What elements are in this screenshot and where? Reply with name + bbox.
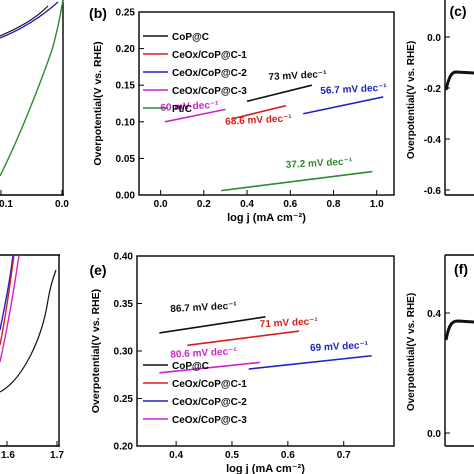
panel-b-plot-frame [138, 11, 395, 196]
panel-f-ytick-label: 0.4 [427, 309, 441, 320]
panel-b-xlabel: log j (mA cm⁻²) [227, 212, 306, 224]
panel-d-partial: 1.6 1.7 [0, 254, 64, 461]
panel-b-legend-label: Pt/C [172, 104, 192, 115]
panel-e-xtick-label: 0.4 [169, 450, 183, 461]
panel-b-label: (b) [89, 5, 107, 21]
panel-a-partial: 0.1 0.0 [0, 0, 69, 210]
panel-b-legend-label: CeOx/CoP@C-1 [172, 50, 247, 61]
panel-e: 0.4 0.5 0.6 0.7 0.20 0.25 0.30 0.35 0.40 log j (m… [90, 252, 395, 474]
panel-c-ytick-label: -0.6 [424, 186, 442, 197]
panel-c-ytick-label: -0.2 [424, 84, 442, 95]
panel-e-slope-label: 86.7 mV dec⁻¹ [170, 301, 238, 315]
panel-c-ylabel: Overpotential(V vs. RHE) [406, 41, 417, 159]
panel-b-ytick-label: 0.15 [116, 81, 136, 92]
panel-c-curve [445, 70, 474, 91]
panel-a-xtick-label: 0.1 [0, 199, 13, 210]
panel-e-legend-label: CoP@C [172, 361, 209, 372]
panel-b-xtick-label: 0.4 [240, 199, 254, 210]
panel-e-xtick-label: 0.6 [281, 450, 295, 461]
panel-e-tafel-line [187, 330, 300, 347]
panel-b-slope-label: 60 mV dec⁻¹ [160, 100, 219, 114]
panel-e-xtick-label: 0.5 [225, 450, 239, 461]
panel-b-tafel-line [221, 170, 373, 192]
panel-c-ytick-label: -0.4 [424, 135, 442, 146]
panel-a-xtick-label: 0.0 [55, 199, 69, 210]
panel-b-ytick-label: 0.00 [116, 191, 136, 202]
panel-b-tafel-line [246, 84, 313, 103]
panel-a-curve-ptc [0, 0, 64, 177]
panel-b-legend-label: CeOx/CoP@C-3 [172, 86, 247, 97]
panel-b-xtick-label: 1.0 [370, 199, 384, 210]
panel-e-ytick-label: 0.30 [114, 347, 134, 358]
panel-b-ytick-label: 0.10 [116, 117, 136, 128]
panel-b-xtick-label: 0.6 [283, 199, 297, 210]
panel-e-tafel-line [248, 354, 372, 370]
panel-e-ytick-label: 0.40 [114, 252, 134, 263]
panel-b-ytick-label: 0.05 [116, 154, 136, 165]
panel-b-slope-label: 37.2 mV dec⁻¹ [286, 156, 354, 170]
panel-e-label: (e) [89, 262, 106, 278]
panel-d-curve-ceox-3 [0, 255, 20, 363]
panel-e-slope-label: 69 mV dec⁻¹ [310, 340, 369, 354]
panel-b-xtick-label: 0.2 [197, 199, 211, 210]
panel-b-xtick-label: 0.8 [327, 199, 341, 210]
panel-d-curve-cop [0, 269, 57, 393]
panel-b-ytick-label: 0.25 [116, 8, 136, 19]
panel-e-slope-label: 80.6 mV dec⁻¹ [170, 346, 238, 360]
panel-d-xtick-label: 1.7 [50, 450, 64, 461]
panel-d-xtick-label: 1.6 [1, 450, 15, 461]
panel-e-ytick-label: 0.35 [114, 299, 134, 310]
panel-b-ytick-label: 0.20 [116, 44, 136, 55]
panel-b-xtick-label: 0.0 [154, 199, 168, 210]
panel-b-tafel-line [303, 96, 384, 115]
panel-c-label: (c) [449, 3, 466, 19]
panel-a-curve-ceox-2 [0, 1, 59, 39]
panel-b-tafel-line [164, 108, 226, 123]
panel-e-legend: CoP@C CeOx/CoP@C-1 CeOx/CoP@C-2 CeOx/CoP… [143, 361, 247, 426]
panel-c-ytick-label: 0.0 [427, 33, 441, 44]
panel-e-ytick-label: 0.25 [114, 394, 134, 405]
panel-d-curve-ceox-1 [0, 255, 15, 346]
panel-e-legend-label: CeOx/CoP@C-3 [172, 415, 247, 426]
panel-e-tafel-line [159, 316, 266, 334]
panel-b-legend: CoP@C CeOx/CoP@C-1 CeOx/CoP@C-2 CeOx/CoP… [143, 32, 247, 115]
panel-e-tafel-line [159, 361, 260, 374]
panel-e-legend-label: CeOx/CoP@C-2 [172, 397, 247, 408]
panel-b-ylabel: Overpotential(V vs. RHE) [92, 41, 104, 165]
panel-e-xlabel: log j (mA cm⁻²) [226, 463, 305, 474]
panel-f-label: (f) [454, 261, 468, 277]
panel-f-partial: (f) 0.4 0.0 Overpotential(V vs. RHE) [406, 254, 474, 447]
panel-b-slope-label: 56.7 mV dec⁻¹ [320, 82, 388, 96]
panel-e-xtick-label: 0.7 [337, 450, 351, 461]
panel-f-ylabel: Overpotential(V vs. RHE) [406, 293, 417, 411]
panel-f-curve [445, 319, 474, 341]
panel-e-ytick-label: 0.20 [114, 442, 134, 453]
panel-d-curve-ceox-2 [0, 255, 14, 331]
panel-b-legend-label: CeOx/CoP@C-2 [172, 68, 247, 79]
panel-e-ylabel: Overpotential(V vs. RHE) [90, 289, 102, 413]
panel-f-ytick-label: 0.0 [427, 429, 441, 440]
panel-e-legend-label: CeOx/CoP@C-1 [172, 379, 247, 390]
panel-b-slope-label: 68.6 mV dec⁻¹ [225, 113, 293, 127]
panel-b-slope-label: 73 mV dec⁻¹ [268, 69, 327, 83]
panel-b: 0.0 0.2 0.4 0.6 0.8 1.0 0.00 0.05 0.10 0.15 0.20 0.… [92, 8, 395, 224]
panel-e-slope-label: 71 mV dec⁻¹ [259, 316, 318, 330]
panel-a-curve-cop [0, 5, 49, 37]
panel-c-partial: (c) 0.0 -0.2 -0.4 -0.6 Overpotential(V v… [406, 0, 474, 197]
panel-b-tafel-line [231, 104, 287, 120]
panel-b-legend-label: CoP@C [172, 32, 209, 43]
